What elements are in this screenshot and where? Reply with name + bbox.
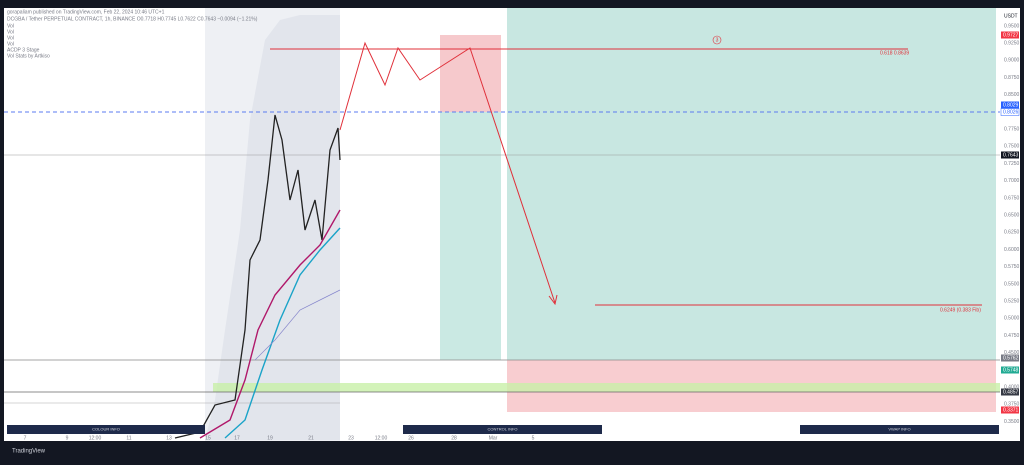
price-label: 0.4857: [1003, 389, 1019, 395]
time-tick: 13: [166, 435, 172, 441]
price-axis: [1000, 8, 1020, 441]
price-label-bg: [1001, 151, 1019, 159]
time-tick: 5: [532, 435, 535, 441]
info-button: [7, 425, 205, 434]
time-tick: 23: [348, 435, 354, 441]
indicator: Vol Stats by Artkiso: [7, 53, 50, 59]
price-label: 0.5748: [1003, 367, 1019, 373]
price-label-bg: [1001, 354, 1019, 362]
price-label: 0.9727: [1003, 32, 1019, 38]
fib-label: 0.618 0.8639: [880, 50, 909, 56]
price-label: 0.8029: [1003, 102, 1019, 108]
arrow-head: [548, 294, 558, 306]
fib-label: 0.6249 (0.383 Fib): [940, 307, 981, 313]
info-button: [800, 425, 999, 434]
info-button: [403, 425, 602, 434]
time-tick: 28: [451, 435, 457, 441]
projection: [339, 41, 556, 304]
indicator: Vol: [7, 35, 14, 41]
time-tick: 26: [408, 435, 414, 441]
indicator: Vol: [7, 41, 14, 47]
support-band: [213, 383, 1000, 392]
info-button-label: COLOUR INFO: [92, 427, 120, 432]
price-label: 0.5762: [1003, 355, 1019, 361]
price-tick: 0.9000: [1004, 58, 1020, 64]
price-tick: 0.8750: [1004, 75, 1020, 81]
vwap: [254, 289, 341, 361]
price-label: 0.3371: [1003, 407, 1019, 413]
time-tick: 11: [126, 435, 131, 441]
long-target: [507, 8, 996, 360]
time-tick: 12:00: [375, 435, 388, 441]
price-tick: 0.6000: [1004, 247, 1020, 253]
time-tick: 15: [205, 435, 211, 441]
price-label: 0.8026: [1003, 109, 1019, 115]
info-button-label: CONTROL INFO: [487, 427, 517, 432]
indicator: ACDP 3 Stage: [7, 47, 40, 53]
time-tick: 9: [66, 435, 69, 441]
time-tick: 12:00: [89, 435, 102, 441]
price-label-bg: [1001, 406, 1019, 414]
price-label-bg: [1001, 101, 1019, 109]
ma-fast: [224, 227, 341, 439]
price-tick: 0.7000: [1004, 178, 1020, 184]
indicator: Vol: [7, 23, 14, 29]
price-tick: 0.6500: [1004, 213, 1020, 219]
price-tick: 0.3750: [1004, 402, 1020, 408]
stop-zone: [440, 35, 501, 112]
currency: USDT: [1004, 13, 1018, 19]
price-tick: 0.7500: [1004, 144, 1020, 150]
price-label-bg: [1001, 388, 1019, 396]
time-tick: 7: [24, 435, 27, 441]
cloud: [205, 15, 340, 440]
info-button-label: VWAP INFO: [888, 427, 910, 432]
price-tick: 0.4500: [1004, 350, 1020, 356]
price-tick: 0.6250: [1004, 230, 1020, 236]
price-tick: 0.9250: [1004, 41, 1020, 47]
price-label: 0.7643: [1003, 152, 1019, 158]
price-tick: 0.4000: [1004, 385, 1020, 391]
price-candles: [174, 114, 341, 439]
price-tick: 0.9500: [1004, 23, 1020, 29]
price-tick: 0.5500: [1004, 281, 1020, 287]
time-tick: Mar: [489, 435, 498, 441]
price-tick: 0.5000: [1004, 316, 1020, 322]
price-tick: 0.8500: [1004, 92, 1020, 98]
price-tick: 0.4750: [1004, 333, 1020, 339]
footer-bar: [0, 441, 1024, 460]
price-tick: 0.7250: [1004, 161, 1020, 167]
publish-info: gorapaliam published on TradingView.com,…: [7, 9, 165, 15]
ma-slow: [199, 209, 341, 439]
time-tick: 21: [308, 435, 314, 441]
price-label-bg: [1001, 366, 1019, 374]
price-tick: 0.6750: [1004, 195, 1020, 201]
price-label-bg: [1001, 31, 1019, 39]
time-tick: 17: [234, 435, 240, 441]
wave-label: 3: [716, 37, 719, 43]
time-tick: 19: [267, 435, 273, 441]
price-tick: 0.5750: [1004, 264, 1020, 270]
wave-circle: [712, 35, 722, 45]
footer-logo: TradingView: [12, 449, 46, 455]
price-label-bg: [1000, 108, 1020, 116]
indicator: Vol: [7, 29, 14, 35]
price-tick: 0.5250: [1004, 299, 1020, 305]
price-tick: 0.7750: [1004, 127, 1020, 133]
symbol-info: DCGBA / Tether PERPETUAL CONTRACT, 1h, B…: [7, 16, 258, 22]
price-tick: 0.3500: [1004, 419, 1020, 425]
target-zone: [440, 112, 501, 360]
